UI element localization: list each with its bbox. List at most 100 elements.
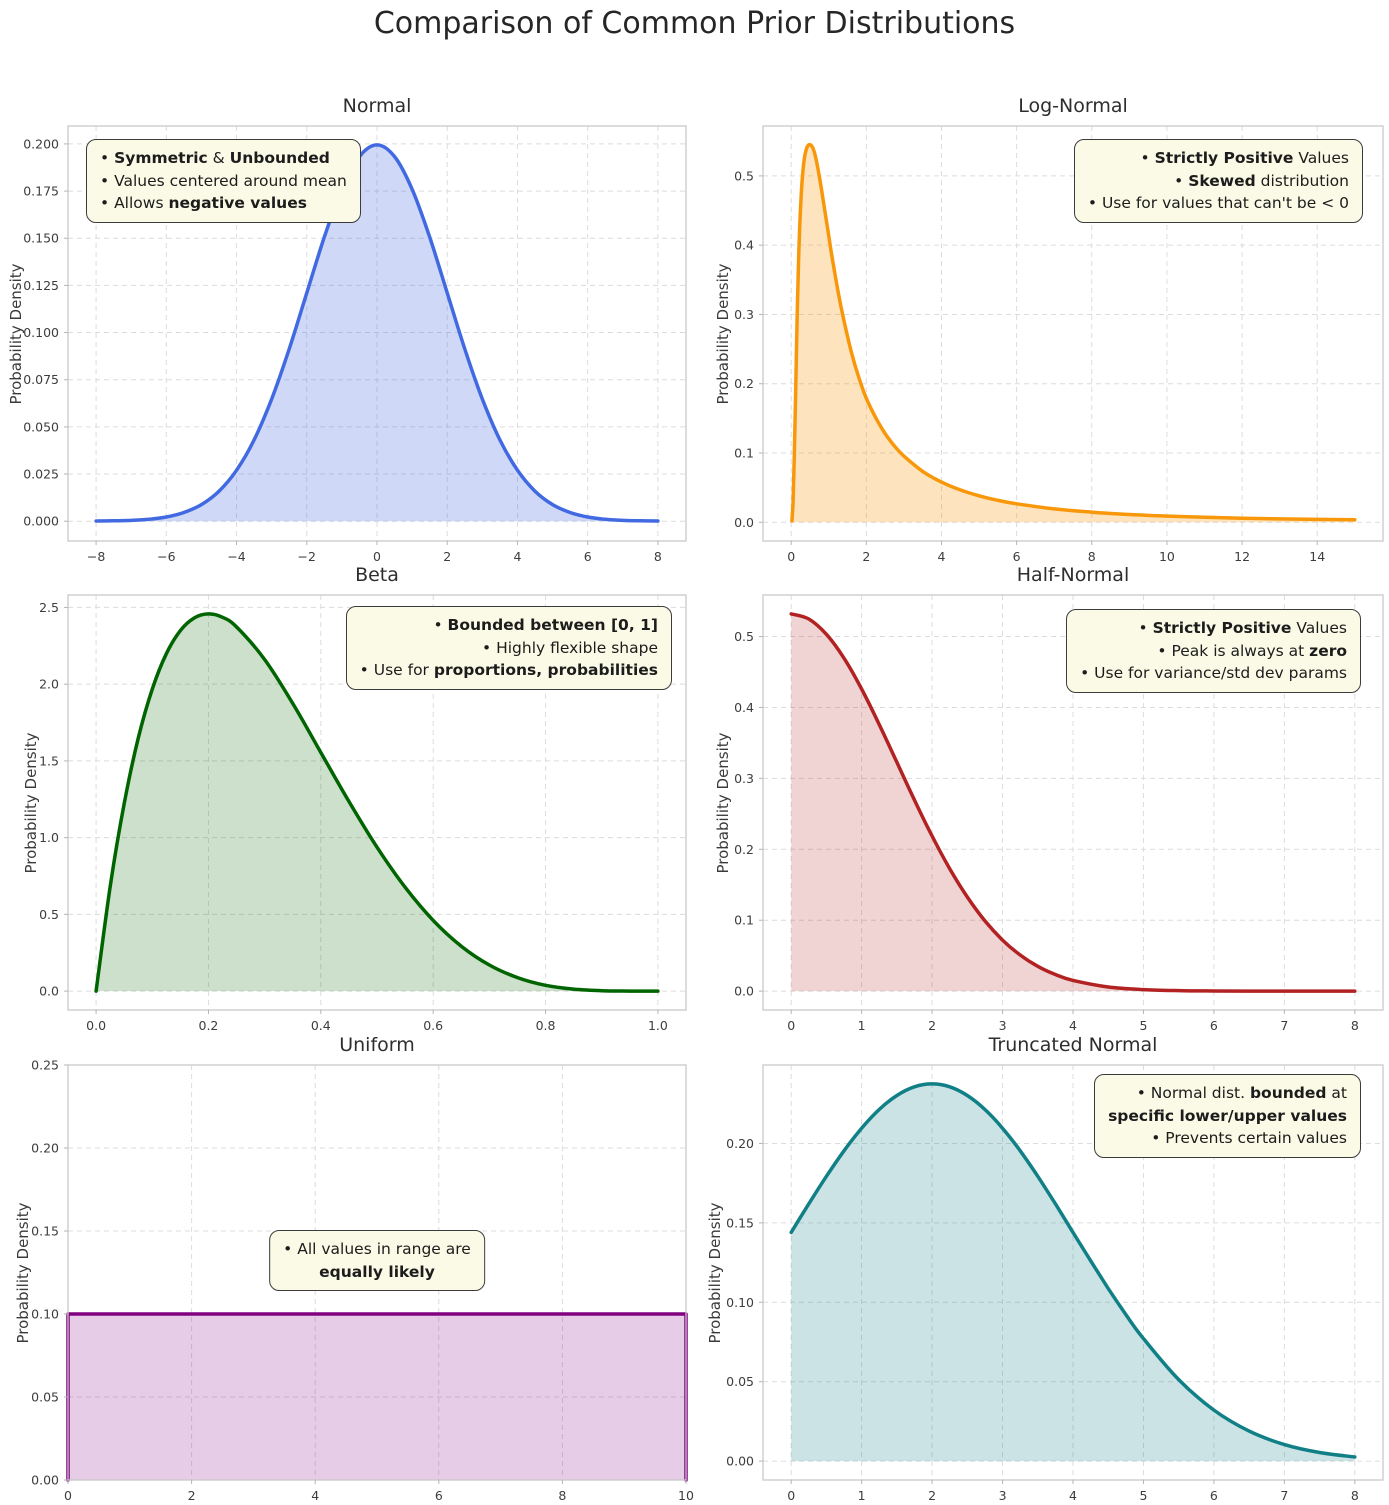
subplot-normal: Normal Probability Density −8 −6 −4 −2 0 2 4 6 8… xyxy=(7,95,687,564)
svg-text:0.20: 0.20 xyxy=(726,1136,754,1151)
svg-text:4: 4 xyxy=(311,1488,319,1503)
svg-text:4: 4 xyxy=(938,549,946,564)
svg-text:0.175: 0.175 xyxy=(23,184,59,199)
y-axis-label: Probability Density xyxy=(714,262,732,405)
annotation-line: • Use for proportions, probabilities xyxy=(359,661,658,680)
plot-area: 0.0 0.2 0.4 0.6 0.8 1.0 0.0 0.5 1.0 1.5 2.0 2.5 • Bo… xyxy=(39,594,687,1033)
svg-text:7: 7 xyxy=(1280,1488,1288,1503)
axis-ticks: 0 2 4 6 8 10 12 14 0.0 0.1 0.2 0.3 0.4 0.5 xyxy=(734,168,1325,564)
svg-text:0.00: 0.00 xyxy=(31,1473,59,1488)
axis-ticks: 0.0 0.2 0.4 0.6 0.8 1.0 0.0 0.5 1.0 1.5 2.0 2.5 xyxy=(39,600,668,1033)
svg-text:8: 8 xyxy=(654,549,662,564)
svg-text:0.2: 0.2 xyxy=(734,376,754,391)
svg-text:0: 0 xyxy=(787,549,795,564)
figure-title: Comparison of Common Prior Distributions xyxy=(373,6,1016,41)
density-fill xyxy=(96,144,658,522)
plot-area: 0 1 2 3 4 5 6 7 8 0.00 0.05 0.10 0.15 0.20 • Normal di… xyxy=(726,1064,1384,1503)
density-fill xyxy=(68,1314,686,1480)
svg-text:0.05: 0.05 xyxy=(726,1374,754,1389)
svg-text:2: 2 xyxy=(928,1488,936,1503)
svg-text:4: 4 xyxy=(1069,1018,1077,1033)
annotation-line: • Use for variance/std dev params xyxy=(1080,664,1347,683)
plot-svg: 0.0 0.2 0.4 0.6 0.8 1.0 0.0 0.5 1.0 1.5 2.0 2.5 xyxy=(39,594,687,1033)
svg-text:0.3: 0.3 xyxy=(734,771,754,786)
subplot-title: Uniform xyxy=(339,1034,415,1056)
annotation-box: • Symmetric & Unbounded • Values centered… xyxy=(86,139,361,223)
svg-text:6: 6 xyxy=(435,1488,443,1503)
density-fill xyxy=(791,144,1355,523)
plot-svg: −8 −6 −4 −2 0 2 4 6 8 0.000 0.025 0.050 0.075 0.100 0.… xyxy=(23,125,687,564)
annotation-line: • Prevents certain values xyxy=(1151,1129,1347,1148)
density-curve xyxy=(94,612,660,993)
svg-text:0.2: 0.2 xyxy=(734,842,754,857)
annotation-line: • Allows negative values xyxy=(100,194,307,213)
svg-text:−6: −6 xyxy=(157,549,175,564)
plot-svg: 0 1 2 3 4 5 6 7 8 0.00 0.05 0.10 0.15 0.20 xyxy=(726,1064,1384,1503)
svg-text:0.0: 0.0 xyxy=(734,984,754,999)
plot-border xyxy=(67,594,687,1011)
svg-text:0.2: 0.2 xyxy=(199,1018,219,1033)
subplot-title: Normal xyxy=(342,95,412,117)
svg-text:0.025: 0.025 xyxy=(23,467,59,482)
svg-text:2: 2 xyxy=(928,1018,936,1033)
density-curve xyxy=(789,612,1357,993)
svg-text:1: 1 xyxy=(858,1018,866,1033)
svg-text:7: 7 xyxy=(1280,1018,1288,1033)
svg-text:0.15: 0.15 xyxy=(31,1224,59,1239)
svg-text:−4: −4 xyxy=(227,549,245,564)
svg-text:5: 5 xyxy=(1139,1488,1147,1503)
svg-text:0.050: 0.050 xyxy=(23,419,59,434)
svg-text:1.0: 1.0 xyxy=(39,830,59,845)
svg-text:10: 10 xyxy=(1159,549,1175,564)
svg-text:1.0: 1.0 xyxy=(648,1018,668,1033)
y-axis-label: Probability Density xyxy=(14,1201,32,1344)
svg-text:−2: −2 xyxy=(298,549,316,564)
svg-text:0.25: 0.25 xyxy=(31,1058,59,1073)
svg-text:0.075: 0.075 xyxy=(23,372,59,387)
annotation-box: • Strictly Positive Values • Skewed distr… xyxy=(1073,139,1363,223)
annotation-box: • Strictly Positive Values • Peak is alwa… xyxy=(1066,609,1361,693)
y-axis-label: Probability Density xyxy=(706,1201,724,1344)
svg-text:1: 1 xyxy=(858,1488,866,1503)
annotation-line: • Bounded between [0, 1] xyxy=(433,616,658,634)
annotation-line: • Values centered around mean xyxy=(100,171,347,190)
annotation-line: • Strictly Positive Values xyxy=(1138,619,1347,637)
svg-text:0.10: 0.10 xyxy=(726,1295,754,1310)
svg-text:3: 3 xyxy=(999,1488,1007,1503)
grid-lines xyxy=(763,595,1383,1010)
subplot-title: Beta xyxy=(355,564,399,586)
plot-area: 0 1 2 3 4 5 6 7 8 0.0 0.1 0.2 0.3 0.4 0.5 • Strictly Po… xyxy=(734,594,1384,1033)
svg-text:2.0: 2.0 xyxy=(39,677,59,692)
subplot-log-normal: Log-Normal Probability Density 0 2 4 6 8 10 12… xyxy=(714,95,1384,564)
svg-text:0.5: 0.5 xyxy=(39,907,59,922)
svg-text:0.8: 0.8 xyxy=(536,1018,556,1033)
svg-text:0.100: 0.100 xyxy=(23,325,59,340)
svg-text:0.1: 0.1 xyxy=(734,446,754,461)
svg-text:5: 5 xyxy=(1139,1018,1147,1033)
svg-text:0: 0 xyxy=(787,1018,795,1033)
svg-text:8: 8 xyxy=(1351,1018,1359,1033)
plot-area: 0 2 4 6 8 10 0.00 0.05 0.10 0.15 0.20 0.25 • All val… xyxy=(31,1058,694,1504)
subplot-half-normal: Half-Normal Probability Density 0 1 2 3 4 5 6 7… xyxy=(714,564,1384,1033)
annotation-box: • Bounded between [0, 1] • Highly flexibl… xyxy=(345,606,672,690)
svg-text:1.5: 1.5 xyxy=(39,753,59,768)
annotation-line: equally likely xyxy=(319,1262,435,1281)
subplot-title: Truncated Normal xyxy=(988,1034,1158,1056)
svg-text:0.150: 0.150 xyxy=(23,231,59,246)
annotation-line: • Peak is always at zero xyxy=(1157,641,1347,660)
svg-text:6: 6 xyxy=(584,549,592,564)
annotation-line: • Skewed distribution xyxy=(1174,171,1349,190)
subplot-title: Log-Normal xyxy=(1018,95,1128,117)
density-fill xyxy=(791,1083,1355,1462)
annotation-line: • Strictly Positive Values xyxy=(1140,149,1349,167)
annotation-line: • Symmetric & Unbounded xyxy=(100,149,330,167)
svg-text:6: 6 xyxy=(1013,549,1021,564)
svg-text:0: 0 xyxy=(373,549,381,564)
svg-text:0: 0 xyxy=(787,1488,795,1503)
plot-area: −8 −6 −4 −2 0 2 4 6 8 0.000 0.025 0.050 0.075 0.100 0.… xyxy=(23,125,687,564)
svg-text:8: 8 xyxy=(1088,549,1096,564)
svg-text:0.15: 0.15 xyxy=(726,1215,754,1230)
svg-text:0.4: 0.4 xyxy=(734,700,754,715)
svg-text:0.000: 0.000 xyxy=(23,514,59,529)
svg-text:6: 6 xyxy=(1210,1018,1218,1033)
